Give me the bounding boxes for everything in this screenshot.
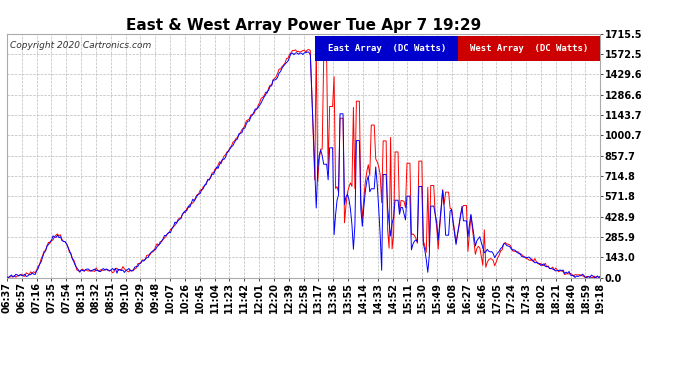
Bar	[458, 36, 600, 60]
Text: East Array  (DC Watts): East Array (DC Watts)	[328, 44, 446, 53]
Title: East & West Array Power Tue Apr 7 19:29: East & West Array Power Tue Apr 7 19:29	[126, 18, 481, 33]
Bar	[315, 36, 458, 60]
Text: Copyright 2020 Cartronics.com: Copyright 2020 Cartronics.com	[10, 41, 151, 50]
Text: West Array  (DC Watts): West Array (DC Watts)	[470, 44, 588, 53]
